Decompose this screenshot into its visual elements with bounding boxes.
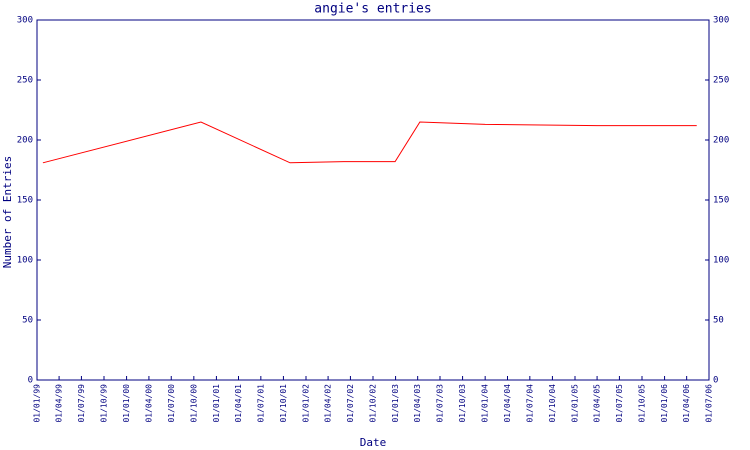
y-tick-label: 150 — [17, 196, 33, 206]
x-tick-label: 01/07/04 — [525, 384, 534, 423]
chart-title: angie's entries — [314, 2, 431, 17]
x-tick-label: 01/04/06 — [682, 384, 691, 423]
x-tick-label: 01/07/99 — [77, 384, 86, 423]
x-tick-label: 01/07/03 — [436, 384, 445, 423]
x-tick-label: 01/10/04 — [548, 384, 557, 423]
y-tick-label: 0 — [28, 376, 33, 386]
x-tick-label: 01/10/05 — [637, 384, 646, 423]
y-tick-label: 100 — [17, 256, 33, 266]
x-tick-label: 01/10/01 — [279, 384, 288, 423]
x-tick-label: 01/07/02 — [346, 384, 355, 423]
x-tick-label: 01/01/03 — [391, 384, 400, 423]
x-tick-label: 01/01/04 — [481, 384, 490, 423]
x-tick-label: 01/07/01 — [256, 384, 265, 423]
y2-tick-label: 300 — [713, 16, 729, 26]
y2-tick-label: 200 — [713, 136, 729, 146]
y2-tick-label: 0 — [713, 376, 718, 386]
x-tick-label: 01/10/02 — [369, 384, 378, 423]
y2-tick-label: 50 — [713, 316, 724, 326]
x-tick-label: 01/01/05 — [570, 384, 579, 423]
y-tick-label: 200 — [17, 136, 33, 146]
x-tick-label: 01/10/99 — [100, 384, 109, 423]
x-tick-label: 01/04/00 — [144, 384, 153, 423]
y2-tick-label: 150 — [713, 196, 729, 206]
x-tick-label: 01/07/05 — [615, 384, 624, 423]
y2-tick-label: 100 — [713, 256, 729, 266]
y-tick-label: 50 — [22, 316, 33, 326]
x-tick-label: 01/04/05 — [593, 384, 602, 423]
x-tick-label: 01/04/01 — [234, 384, 243, 423]
y-tick-label: 300 — [17, 16, 33, 26]
x-tick-label: 01/04/99 — [55, 384, 64, 423]
data-line — [42, 121, 697, 164]
x-tick-label: 01/01/02 — [301, 384, 310, 423]
x-tick-label: 01/01/06 — [660, 384, 669, 423]
x-tick-label: 01/01/00 — [122, 384, 131, 423]
y-tick-label: 250 — [17, 76, 33, 86]
x-tick-label: 01/01/01 — [212, 384, 221, 423]
x-tick-label: 01/04/04 — [503, 384, 512, 423]
x-tick-label: 01/04/03 — [413, 384, 422, 423]
y2-tick-label: 250 — [713, 76, 729, 86]
x-tick-label: 01/07/00 — [167, 384, 176, 423]
x-tick-label: 01/04/02 — [324, 384, 333, 423]
x-tick-label: 01/10/03 — [458, 384, 467, 423]
x-axis-label: Date — [360, 436, 387, 449]
x-tick-label: 01/10/00 — [189, 384, 198, 423]
y-axis-label: Number of Entries — [1, 156, 14, 269]
x-tick-label: 01/07/06 — [705, 384, 714, 423]
x-tick-label: 01/01/99 — [33, 384, 42, 423]
